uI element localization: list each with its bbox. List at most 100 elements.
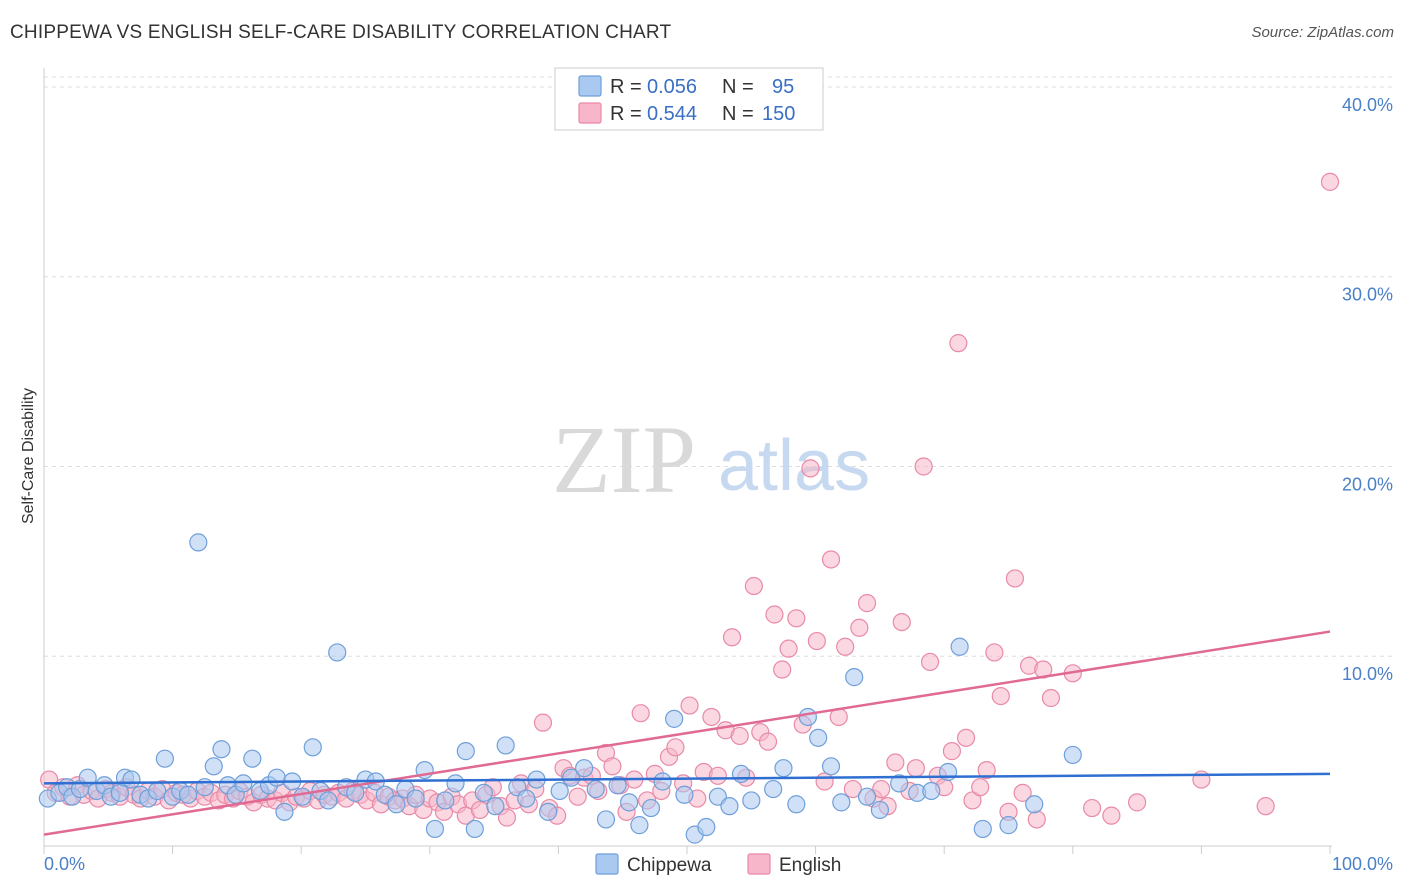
english-point [765,605,784,624]
english-point [821,550,841,569]
legend-n-value: 150 [762,103,795,125]
chart-title: CHIPPEWA VS ENGLISH SELF-CARE DISABILITY… [10,22,672,43]
english-point [857,594,877,613]
chippewa-point [774,759,793,778]
chippewa-point [465,819,484,839]
english-point [942,742,962,761]
chippewa-point [845,668,864,687]
english-point [843,779,862,799]
english-point [787,609,806,628]
chippewa-point [641,798,661,818]
chippewa-point [620,793,639,812]
legend-n-value: 95 [772,76,794,98]
chippewa-point [742,791,761,810]
chippewa-point [787,795,806,814]
chippewa-point [234,774,253,793]
legend-n-label: N = [722,103,754,125]
english-point [758,732,778,751]
chippewa-point [870,800,890,820]
english-point [1320,172,1340,191]
trend-lines [43,630,1331,836]
chippewa-point [764,779,783,799]
english-point [1041,688,1061,708]
english-point [977,760,996,780]
english-point [836,637,855,656]
chippewa-point [293,787,312,806]
chippewa-point [243,749,262,768]
english-point [773,660,792,679]
english-point [1005,569,1025,588]
english-point [801,459,820,478]
chippewa-point [406,789,425,808]
chippewa-point [204,757,223,776]
chippewa-point [319,791,338,810]
chippewa-points [38,533,1082,844]
chippewa-point [148,781,167,801]
y-tick-label: 10.0% [1342,664,1393,684]
legend-swatch-chippewa [578,75,602,97]
english-point [1082,798,1102,818]
english-point [906,759,926,778]
english-point [985,643,1004,662]
english-point [533,713,553,732]
y-axis-label: Self-Care Disability [20,388,37,524]
english-point [708,766,727,785]
chippewa-point [122,770,141,789]
legend-swatch-english [578,102,602,124]
legend-n-label: N = [722,76,754,98]
y-tick-label: 20.0% [1342,474,1393,494]
x-tick-label: 100.0% [1332,854,1393,874]
chippewa-point [387,795,406,814]
legend-label-english: English [779,855,841,876]
english-point [991,686,1010,706]
english-point [497,808,517,827]
y-tick-label: 30.0% [1342,285,1393,305]
chippewa-point [178,785,198,804]
chippewa-point [436,791,455,810]
english-point [914,457,933,476]
chippewa-point [267,768,286,787]
chippewa-point [575,759,594,778]
chippewa-point [608,776,627,795]
x-tick-label: 0.0% [44,854,85,874]
chippewa-point [890,774,909,793]
english-point [807,631,826,651]
english-point [850,618,869,637]
english-point [744,576,763,596]
stats-legend: R = 0.056 N = 95 R = 0.544 N = 150 [554,67,824,131]
legend-swatch-english [747,853,771,875]
english-point [1256,797,1275,816]
chippewa-point [1063,745,1082,765]
english-point [730,726,749,746]
english-point [680,696,699,715]
y-tick-labels: 10.0% 20.0% 30.0% 40.0% [1342,95,1393,684]
english-point [779,639,798,658]
chippewa-point [446,774,465,793]
english-point [1013,783,1032,802]
chippewa-point [328,643,347,662]
chippewa-point [665,709,684,728]
chippewa-point [539,802,558,821]
english-point [815,772,834,791]
chippewa-point [425,819,445,839]
chippewa-point [596,810,616,829]
y-tick-label: 40.0% [1342,95,1393,115]
grid-lines [44,76,1395,657]
english-point [722,628,742,647]
english-point [1027,810,1046,829]
legend-r-label: R = [610,103,642,125]
source-label: Source: ZipAtlas.com [1251,24,1394,41]
chippewa-point [857,787,877,806]
legend-r-label: R = [610,76,642,98]
chippewa-point [189,533,208,552]
chippewa-point [731,764,751,783]
chippewa-point [586,779,605,799]
chippewa-point [474,783,493,802]
chippewa-point [999,816,1018,835]
chippewa-point [517,789,536,808]
series-legend: Chippewa English [595,853,841,876]
chippewa-point [562,768,581,787]
chippewa-point [456,742,475,761]
chippewa-point [1025,795,1044,814]
